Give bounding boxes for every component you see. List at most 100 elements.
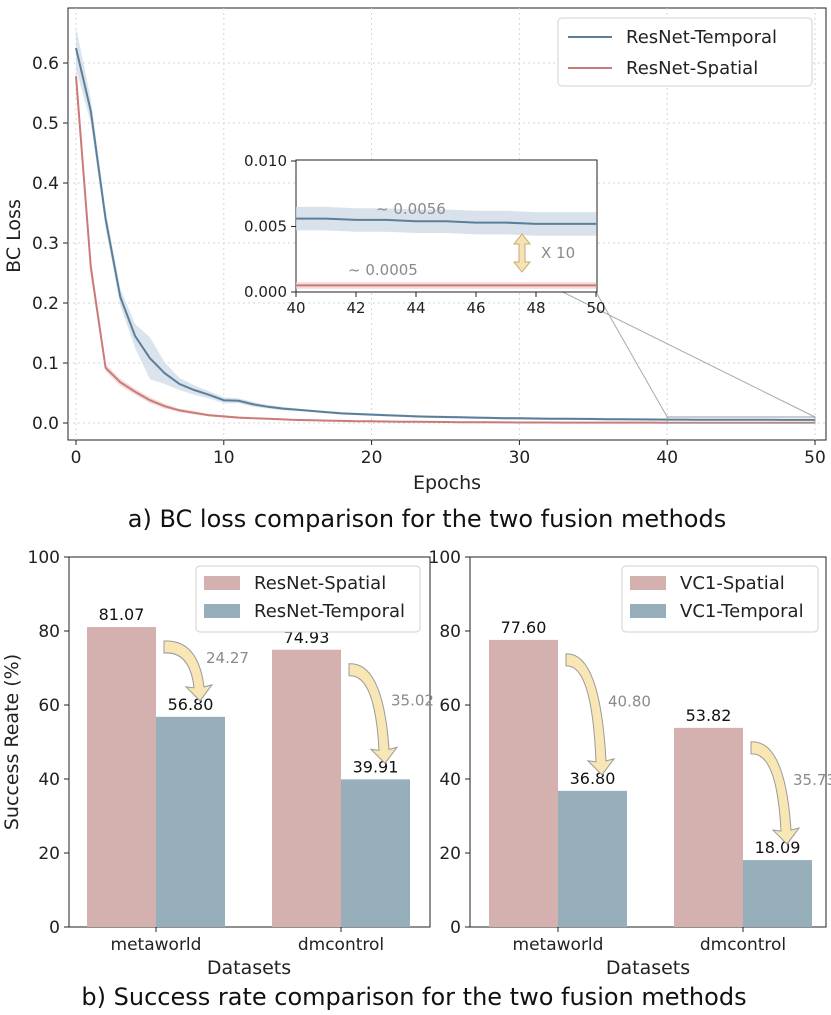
x-tick-label: 30 [509, 448, 531, 468]
bar-value-label: 36.80 [570, 769, 616, 788]
inset-annotation-temporal: ~ 0.0056 [376, 200, 446, 218]
x-tick-label: metaworld [111, 935, 202, 955]
legend-swatch-vc1-spatial [630, 576, 666, 590]
resnet-legend: ResNet-Spatial ResNet-Temporal [195, 565, 421, 633]
curved-down-arrow-icon [750, 741, 801, 845]
bar-value-label: 74.93 [284, 628, 330, 647]
resnet-bar-spatial [87, 627, 156, 927]
series-line-temporal [75, 47, 815, 421]
y-tick-label: 20 [38, 844, 60, 864]
inset-annotation-ratio: X 10 [541, 244, 575, 262]
curved-down-arrow-icon [163, 640, 214, 702]
bc-loss-legend: ResNet-Temporal ResNet-Spatial [557, 17, 813, 87]
legend-box [195, 565, 421, 633]
legend-label-vc1-temporal: VC1-Temporal [680, 601, 804, 622]
vc1-bar-temporal [743, 860, 812, 927]
vc1-bar-spatial [489, 639, 558, 927]
inset-y-tick-label: 0.000 [244, 283, 287, 301]
vc1-bar-temporal [558, 790, 627, 927]
x-tick-label: 0 [71, 448, 82, 468]
legend-swatch-resnet-spatial [204, 576, 240, 590]
y-tick-label: 20 [439, 844, 461, 864]
resnet-xlabel: Datasets [207, 957, 291, 979]
bc-loss-ylabel: BC Loss [3, 199, 25, 273]
inset-annotation-spatial: ~ 0.0005 [348, 261, 418, 279]
y-tick-label: 40 [38, 770, 60, 790]
curved-down-arrow-icon [565, 653, 616, 776]
bc-loss-ticks: 0 10 20 30 40 50 0.0 0.1 0.2 0.3 0.4 0.5 0.6 [32, 54, 826, 468]
inset-x-tick-label: 40 [286, 299, 305, 317]
legend-swatch-resnet-temporal [204, 604, 240, 618]
x-tick-label: 10 [213, 448, 235, 468]
vc1-success-chart: 0 20 40 60 80 100 metaworld dmcontrol 77.60 36.8… [429, 548, 831, 979]
y-tick-label: 0.6 [32, 54, 59, 74]
legend-label-temporal: ResNet-Temporal [626, 27, 777, 48]
y-tick-label: 0.5 [32, 114, 59, 134]
vc1-drop-arrows: 40.80 35.73 [565, 653, 831, 845]
y-tick-label: 0 [450, 918, 461, 938]
legend-box [557, 17, 813, 87]
inset-x-tick-label: 48 [526, 299, 545, 317]
y-tick-label: 60 [439, 696, 461, 716]
resnet-drop-arrows: 24.27 35.02 [163, 640, 434, 765]
resnet-ticks: 0 20 40 60 80 100 metaworld dmcontrol [28, 548, 385, 955]
zoom-connector [595, 291, 668, 418]
y-tick-label: 0.0 [32, 414, 59, 434]
x-tick-label: 40 [656, 448, 678, 468]
resnet-bar-spatial [272, 649, 341, 927]
y-tick-label: 100 [429, 548, 461, 568]
drop-value-label: 35.73 [793, 771, 831, 789]
x-tick-label: dmcontrol [700, 935, 786, 955]
inset-ticks: 40 42 44 46 48 50 0.000 0.005 0.010 [244, 152, 606, 317]
zoom-region [666, 416, 816, 424]
legend-swatch-vc1-temporal [630, 604, 666, 618]
x-tick-label: 20 [361, 448, 383, 468]
inset-x-tick-label: 42 [346, 299, 365, 317]
inset-x-tick-label: 46 [466, 299, 485, 317]
legend-label-resnet-spatial: ResNet-Spatial [254, 573, 386, 594]
bar-value-label: 81.07 [99, 605, 145, 624]
resnet-success-chart: 0 20 40 60 80 100 metaworld dmcontrol 81.07 56.8… [1, 548, 434, 979]
drop-value-label: 24.27 [206, 649, 249, 667]
bar-value-label: 39.91 [353, 757, 399, 776]
bc-loss-chart: 0 10 20 30 40 500.00.10.20.30.40.50.6 40 42 44 4… [3, 7, 827, 533]
y-tick-label: 80 [38, 622, 60, 642]
caption-a: a) BC loss comparison for the two fusion… [128, 505, 726, 533]
x-tick-label: dmcontrol [298, 935, 384, 955]
legend-label-resnet-temporal: ResNet-Temporal [254, 601, 405, 622]
y-tick-label: 0.2 [32, 294, 59, 314]
x-tick-label: 50 [804, 448, 826, 468]
bar-value-label: 77.60 [501, 618, 547, 637]
caption-b: b) Success rate comparison for the two f… [81, 983, 746, 1011]
inset-y-tick-label: 0.005 [244, 218, 287, 236]
y-tick-label: 0.1 [32, 354, 59, 374]
y-tick-label: 0.3 [32, 234, 59, 254]
drop-value-label: 35.02 [391, 692, 434, 710]
bar-value-label: 53.82 [686, 706, 732, 725]
y-tick-label: 60 [38, 696, 60, 716]
double-arrow-icon [512, 233, 532, 273]
inset-line-temporal [296, 217, 596, 225]
legend-box [621, 565, 819, 633]
drop-value-label: 40.80 [608, 692, 651, 710]
resnet-bar-temporal [156, 716, 225, 927]
x-tick-label: metaworld [513, 935, 604, 955]
bc-loss-inset: 40 42 44 46 48 50 0.000 0.005 0.010 ~ 0.0056 ~ 0… [244, 152, 606, 317]
legend-label-vc1-spatial: VC1-Spatial [680, 573, 785, 594]
inset-x-tick-label: 50 [586, 299, 605, 317]
y-tick-label: 80 [439, 622, 461, 642]
vc1-bars: 77.60 36.80 53.82 18.09 [489, 618, 812, 927]
y-tick-label: 0.4 [32, 174, 59, 194]
legend-label-spatial: ResNet-Spatial [626, 58, 758, 79]
bar-value-label: 56.80 [168, 695, 214, 714]
curved-down-arrow-icon [348, 663, 399, 765]
vc1-xlabel: Datasets [606, 957, 690, 979]
vc1-ticks: 0 20 40 60 80 100 metaworld dmcontrol [429, 548, 787, 955]
vc1-bar-spatial [674, 727, 743, 927]
bar-value-label: 18.09 [755, 838, 801, 857]
resnet-bar-temporal [341, 779, 410, 927]
vc1-legend: VC1-Spatial VC1-Temporal [621, 565, 819, 633]
y-tick-label: 100 [28, 548, 60, 568]
bc-loss-xlabel: Epochs [413, 472, 481, 494]
